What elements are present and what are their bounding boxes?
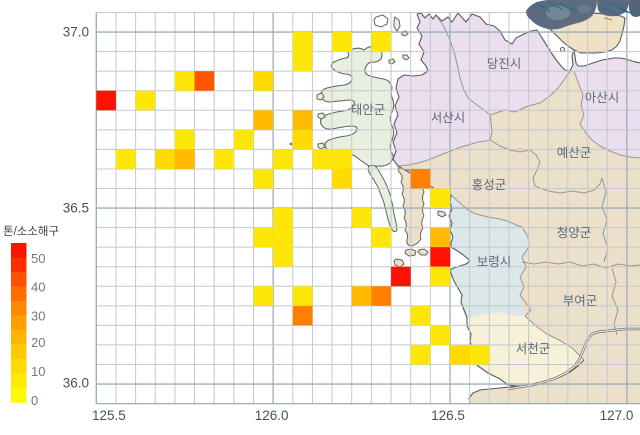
svg-text:10: 10 (31, 364, 45, 379)
svg-text:태안군: 태안군 (351, 103, 386, 117)
svg-text:125.5: 125.5 (92, 408, 126, 423)
svg-text:30: 30 (31, 308, 45, 323)
svg-text:0: 0 (31, 393, 38, 408)
svg-text:40: 40 (31, 280, 45, 295)
svg-text:청양군: 청양군 (557, 226, 592, 240)
svg-text:톤/소소해구: 톤/소소해구 (3, 225, 59, 238)
svg-text:서산시: 서산시 (431, 111, 466, 125)
svg-text:서천군: 서천군 (516, 341, 551, 356)
svg-text:36.0: 36.0 (63, 376, 89, 391)
svg-text:부여군: 부여군 (563, 294, 598, 308)
svg-text:보령시: 보령시 (477, 255, 512, 269)
svg-text:20: 20 (31, 335, 45, 350)
svg-text:아산시: 아산시 (585, 91, 620, 105)
svg-text:홍성군: 홍성군 (472, 178, 507, 192)
svg-text:36.5: 36.5 (63, 200, 89, 215)
svg-text:37.0: 37.0 (63, 25, 89, 40)
svg-text:당진시: 당진시 (487, 57, 522, 71)
svg-text:예산군: 예산군 (557, 146, 592, 160)
svg-text:50: 50 (31, 251, 45, 266)
svg-text:126.5: 126.5 (431, 408, 465, 423)
svg-text:126.0: 126.0 (255, 408, 289, 423)
svg-text:127.0: 127.0 (600, 408, 634, 423)
